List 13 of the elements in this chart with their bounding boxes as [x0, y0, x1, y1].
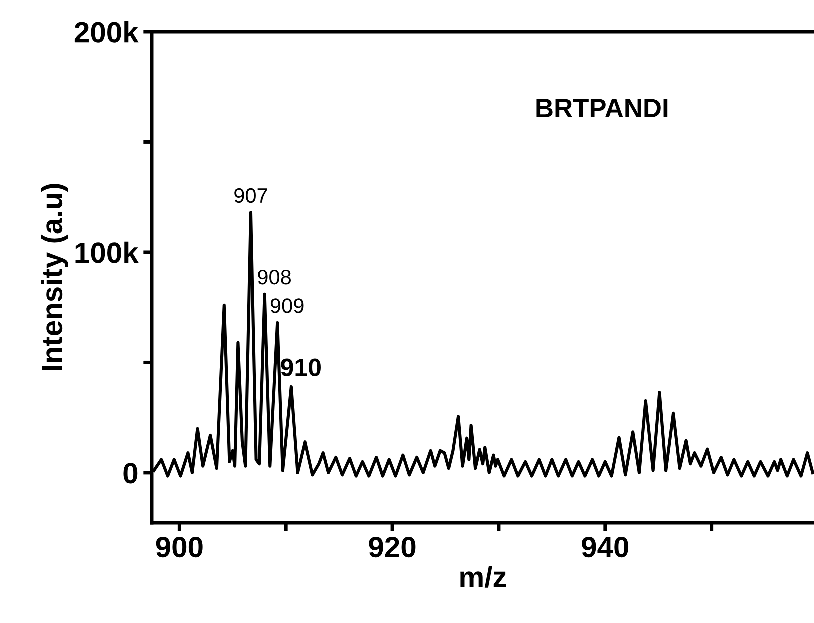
annotation: 910	[281, 358, 321, 376]
annotation: 908	[258, 270, 292, 285]
y-axis-title: Intensity (a.u)	[41, 184, 68, 370]
x-tick-label: 940	[582, 536, 629, 558]
annotation: BRTPANDI	[536, 99, 668, 118]
x-tick-label: 900	[156, 536, 203, 558]
y-tick-label: 100k	[76, 242, 139, 264]
x-tick-label: 920	[369, 536, 416, 558]
x-axis-title: m/z	[460, 566, 506, 588]
annotation: 907	[234, 188, 268, 204]
y-tick-label: 200k	[74, 21, 139, 43]
annotation: 909	[270, 298, 304, 314]
y-tick-label: 0	[124, 463, 138, 484]
